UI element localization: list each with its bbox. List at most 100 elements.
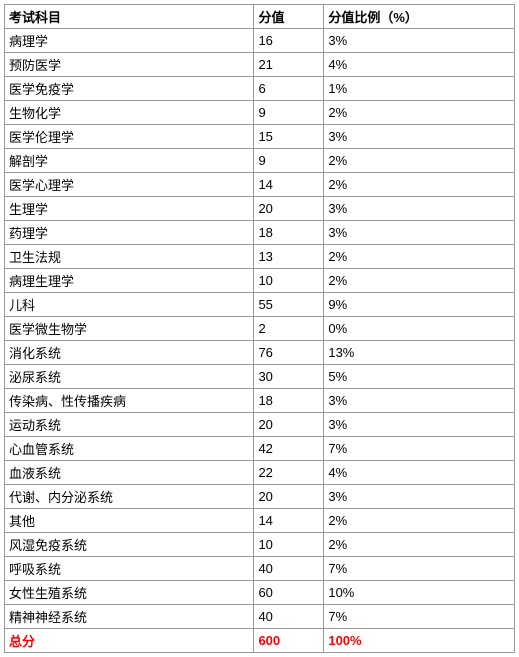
cell-score: 22 — [254, 461, 324, 485]
table-row: 传染病、性传播疾病183% — [5, 389, 515, 413]
cell-subject: 医学伦理学 — [5, 125, 254, 149]
exam-subjects-table: 考试科目 分值 分值比例（%） 病理学163%预防医学214%医学免疫学61%生… — [4, 4, 515, 653]
cell-subject: 运动系统 — [5, 413, 254, 437]
table-row: 代谢、内分泌系统203% — [5, 485, 515, 509]
table-row: 女性生殖系统6010% — [5, 581, 515, 605]
cell-subject: 儿科 — [5, 293, 254, 317]
table-row: 医学心理学142% — [5, 173, 515, 197]
table-total-row: 总分600100% — [5, 629, 515, 653]
cell-subject: 预防医学 — [5, 53, 254, 77]
table-row: 卫生法规132% — [5, 245, 515, 269]
total-score: 600 — [254, 629, 324, 653]
header-percent: 分值比例（%） — [324, 5, 515, 29]
cell-subject: 呼吸系统 — [5, 557, 254, 581]
cell-subject: 消化系统 — [5, 341, 254, 365]
cell-percent: 3% — [324, 485, 515, 509]
cell-subject: 代谢、内分泌系统 — [5, 485, 254, 509]
cell-percent: 7% — [324, 437, 515, 461]
table-row: 药理学183% — [5, 221, 515, 245]
cell-subject: 传染病、性传播疾病 — [5, 389, 254, 413]
cell-score: 6 — [254, 77, 324, 101]
table-row: 医学免疫学61% — [5, 77, 515, 101]
cell-percent: 2% — [324, 509, 515, 533]
cell-percent: 2% — [324, 245, 515, 269]
cell-subject: 药理学 — [5, 221, 254, 245]
header-subject: 考试科目 — [5, 5, 254, 29]
cell-score: 60 — [254, 581, 324, 605]
table-row: 风湿免疫系统102% — [5, 533, 515, 557]
cell-score: 42 — [254, 437, 324, 461]
cell-percent: 2% — [324, 269, 515, 293]
cell-subject: 生物化学 — [5, 101, 254, 125]
table-row: 儿科559% — [5, 293, 515, 317]
cell-subject: 医学微生物学 — [5, 317, 254, 341]
cell-percent: 0% — [324, 317, 515, 341]
cell-percent: 9% — [324, 293, 515, 317]
cell-score: 14 — [254, 509, 324, 533]
cell-subject: 医学免疫学 — [5, 77, 254, 101]
cell-percent: 3% — [324, 221, 515, 245]
cell-score: 10 — [254, 533, 324, 557]
cell-score: 40 — [254, 605, 324, 629]
cell-percent: 2% — [324, 149, 515, 173]
table-row: 其他142% — [5, 509, 515, 533]
cell-percent: 3% — [324, 413, 515, 437]
cell-score: 18 — [254, 389, 324, 413]
cell-percent: 4% — [324, 461, 515, 485]
table-row: 泌尿系统305% — [5, 365, 515, 389]
cell-percent: 13% — [324, 341, 515, 365]
cell-subject: 其他 — [5, 509, 254, 533]
table-row: 生理学203% — [5, 197, 515, 221]
cell-percent: 10% — [324, 581, 515, 605]
table-row: 生物化学92% — [5, 101, 515, 125]
cell-subject: 心血管系统 — [5, 437, 254, 461]
cell-score: 10 — [254, 269, 324, 293]
table-row: 解剖学92% — [5, 149, 515, 173]
cell-subject: 病理生理学 — [5, 269, 254, 293]
cell-percent: 5% — [324, 365, 515, 389]
cell-subject: 精神神经系统 — [5, 605, 254, 629]
cell-subject: 医学心理学 — [5, 173, 254, 197]
cell-subject: 泌尿系统 — [5, 365, 254, 389]
table-row: 血液系统224% — [5, 461, 515, 485]
table-row: 病理生理学102% — [5, 269, 515, 293]
table-row: 运动系统203% — [5, 413, 515, 437]
table-row: 医学微生物学20% — [5, 317, 515, 341]
cell-score: 16 — [254, 29, 324, 53]
cell-score: 18 — [254, 221, 324, 245]
cell-percent: 7% — [324, 557, 515, 581]
cell-score: 21 — [254, 53, 324, 77]
cell-subject: 女性生殖系统 — [5, 581, 254, 605]
cell-percent: 2% — [324, 173, 515, 197]
cell-subject: 生理学 — [5, 197, 254, 221]
cell-score: 13 — [254, 245, 324, 269]
cell-score: 40 — [254, 557, 324, 581]
cell-score: 9 — [254, 101, 324, 125]
cell-score: 76 — [254, 341, 324, 365]
header-score: 分值 — [254, 5, 324, 29]
table-row: 心血管系统427% — [5, 437, 515, 461]
cell-percent: 2% — [324, 101, 515, 125]
cell-percent: 3% — [324, 197, 515, 221]
cell-score: 20 — [254, 413, 324, 437]
cell-percent: 1% — [324, 77, 515, 101]
cell-score: 9 — [254, 149, 324, 173]
cell-score: 55 — [254, 293, 324, 317]
cell-score: 2 — [254, 317, 324, 341]
total-percent: 100% — [324, 629, 515, 653]
table-row: 消化系统7613% — [5, 341, 515, 365]
cell-score: 30 — [254, 365, 324, 389]
total-subject: 总分 — [5, 629, 254, 653]
cell-percent: 4% — [324, 53, 515, 77]
cell-percent: 3% — [324, 389, 515, 413]
cell-score: 15 — [254, 125, 324, 149]
cell-percent: 7% — [324, 605, 515, 629]
table-row: 精神神经系统407% — [5, 605, 515, 629]
table-row: 呼吸系统407% — [5, 557, 515, 581]
cell-percent: 2% — [324, 533, 515, 557]
cell-subject: 血液系统 — [5, 461, 254, 485]
table-row: 病理学163% — [5, 29, 515, 53]
table-row: 预防医学214% — [5, 53, 515, 77]
cell-percent: 3% — [324, 29, 515, 53]
cell-percent: 3% — [324, 125, 515, 149]
